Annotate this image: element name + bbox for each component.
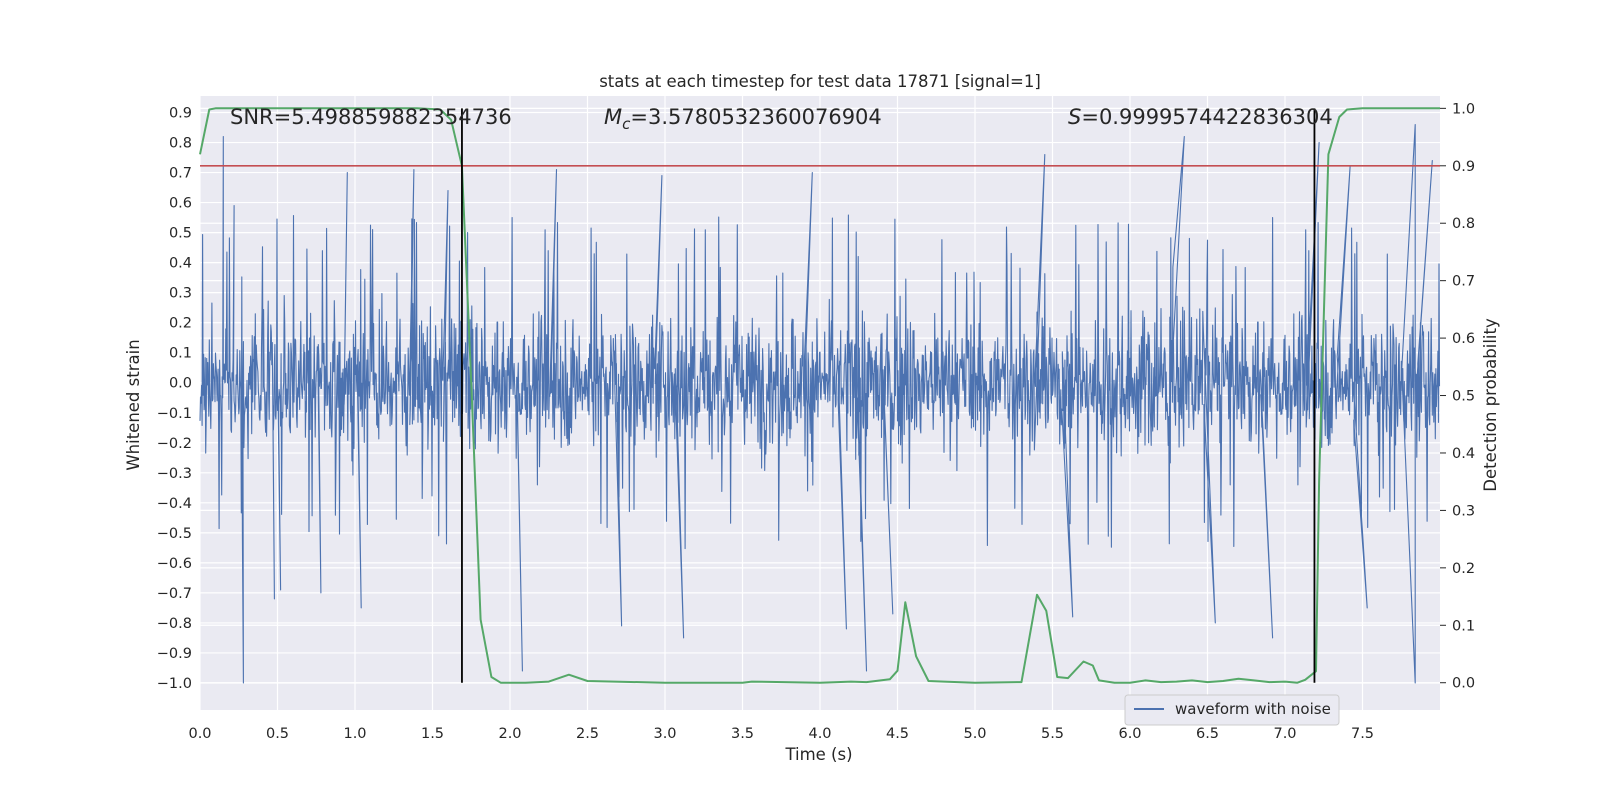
y-axis-label: Whitened strain <box>124 339 143 470</box>
x-tick-label: 6.0 <box>1118 726 1141 742</box>
x-tick-label: 4.5 <box>886 726 909 742</box>
x-tick-label: 1.5 <box>421 726 444 742</box>
x-axis-label: Time (s) <box>784 745 852 764</box>
y2-tick-label: 0.3 <box>1452 503 1475 519</box>
y-tick-label: 0.4 <box>169 256 192 272</box>
y-tick-label: 0.8 <box>169 136 192 152</box>
y-tick-label: 0.1 <box>169 346 192 362</box>
probability-line <box>199 107 1440 684</box>
x-tick-label: 7.5 <box>1351 726 1374 742</box>
chart-title: stats at each timestep for test data 178… <box>599 72 1041 91</box>
legend-label-waveform: waveform with noise <box>1175 700 1331 718</box>
y-tick-label: −0.9 <box>157 646 192 662</box>
y-tick-label: 0.5 <box>169 226 192 242</box>
x-tick-label: 1.0 <box>343 726 366 742</box>
y-tick-label: 0.9 <box>169 106 192 122</box>
y2-tick-label: 0.1 <box>1452 618 1475 634</box>
y-tick-label: 0.3 <box>169 286 192 302</box>
x-tick-label: 0.5 <box>266 726 289 742</box>
x-tick-label: 7.0 <box>1273 726 1296 742</box>
x-tick-label: 2.0 <box>498 726 521 742</box>
x-tick-label: 2.5 <box>576 726 599 742</box>
legend: waveform with noise <box>1124 694 1340 726</box>
y2-tick-label: 0.4 <box>1452 446 1475 462</box>
probability-series <box>199 107 1440 684</box>
x-tick-label: 3.5 <box>731 726 754 742</box>
chirp-mass-value: =3.5780532360076904 <box>630 105 881 129</box>
y-tick-label: −0.8 <box>157 616 192 632</box>
y2-axis-label: Detection probability <box>1481 318 1500 492</box>
legend-box <box>1124 694 1340 726</box>
x-tick-label: 5.0 <box>963 726 986 742</box>
y-tick-label: 0.6 <box>169 196 192 212</box>
x-tick-label: 4.0 <box>808 726 831 742</box>
y2-tick-label: 0.2 <box>1452 561 1475 577</box>
y2-tick-label: 0.5 <box>1452 389 1475 405</box>
axis-ticks: 0.0 0.5 1.0 1.5 2.0 2.5 3.0 3.5 4.0 4.5 5.0 5.5 6.0 6… <box>157 101 1475 742</box>
y-tick-label: −0.6 <box>157 556 192 572</box>
score-annotation: S=0.9999574422836304 <box>1068 105 1333 129</box>
x-tick-label: 6.5 <box>1196 726 1219 742</box>
y2-tick-label: 0.8 <box>1452 216 1475 232</box>
markers <box>200 108 1440 683</box>
y2-tick-label: 0.9 <box>1452 159 1475 175</box>
y-tick-label: 0.0 <box>169 376 192 392</box>
y2-tick-label: 1.0 <box>1452 101 1475 117</box>
y2-tick-label: 0.6 <box>1452 331 1475 347</box>
chirp-mass-symbol: M <box>604 105 622 129</box>
y-tick-label: −0.4 <box>157 496 192 512</box>
score-value: =0.9999574422836304 <box>1081 105 1332 129</box>
chirp-mass-subscript: c <box>622 115 631 133</box>
strain-line <box>199 123 1441 684</box>
score-symbol: S <box>1068 105 1081 129</box>
y-tick-label: −1.0 <box>157 676 192 692</box>
y-tick-label: 0.2 <box>169 316 192 332</box>
y-tick-label: −0.3 <box>157 466 192 482</box>
x-tick-label: 5.5 <box>1041 726 1064 742</box>
y-tick-label: 0.7 <box>169 166 192 182</box>
y-tick-label: −0.2 <box>157 436 192 452</box>
y-tick-label: −0.1 <box>157 406 192 422</box>
y2-tick-label: 0.0 <box>1452 676 1475 692</box>
chirp-mass-annotation: Mc=3.5780532360076904 <box>604 105 882 133</box>
y2-tick-label: 0.7 <box>1452 274 1475 290</box>
x-tick-label: 0.0 <box>188 726 211 742</box>
snr-annotation: SNR=5.498859882354736 <box>230 105 512 129</box>
x-tick-label: 3.0 <box>653 726 676 742</box>
y-tick-label: −0.7 <box>157 586 192 602</box>
y-tick-label: −0.5 <box>157 526 192 542</box>
strain-series <box>199 123 1441 684</box>
